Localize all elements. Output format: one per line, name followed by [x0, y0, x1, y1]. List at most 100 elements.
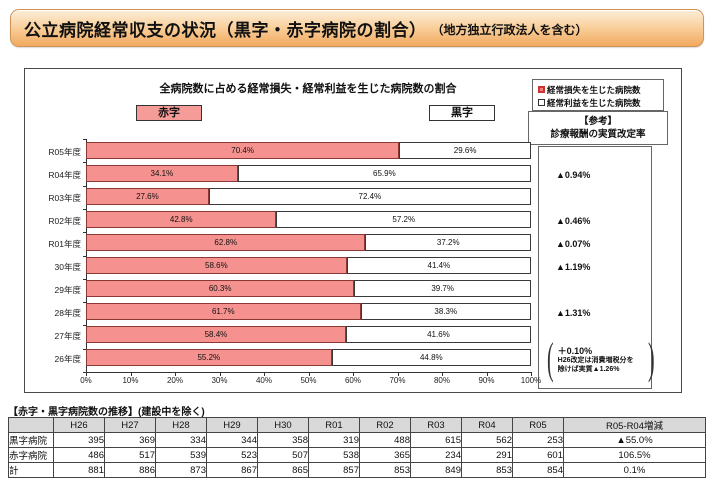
x-axis-tick [442, 372, 443, 376]
table-cell: 562 [461, 432, 513, 448]
y-axis-label: R02年度 [48, 216, 81, 226]
close-paren: ) [647, 334, 655, 383]
page-subtitle: （地方独立行政法人を含む） [431, 23, 588, 37]
bar-deficit-segment: 42.8% [86, 211, 277, 228]
x-axis-tick [308, 372, 310, 376]
y-axis-tick [83, 162, 86, 164]
y-axis-label: 30年度 [54, 262, 81, 272]
reference-note-text-2: 除けば実質▲1.26% [557, 365, 620, 373]
y-axis-label: 27年度 [54, 331, 81, 341]
table-cell: 854 [512, 462, 564, 478]
y-axis-tick [83, 255, 86, 257]
surplus-tag: 黒字 [429, 105, 495, 121]
table-cell-change: 0.1% [563, 462, 706, 478]
table-cell: 873 [155, 462, 207, 478]
bar-row: 58.4% 41.6% [86, 326, 531, 343]
table-cell: 395 [53, 432, 105, 448]
table-cell: 538 [308, 447, 360, 463]
table-column-header: H29 [206, 417, 258, 433]
y-axis-label: 28年度 [54, 308, 81, 318]
bar-surplus-segment: 38.3% [360, 303, 531, 320]
chart-legend: 経常損失を生じた病院数 経常利益を生じた病院数 [532, 79, 664, 111]
bar-row: 60.3% 39.7% [86, 280, 531, 297]
bar-row: 62.8% 37.2% [86, 234, 531, 251]
bar-surplus-segment: 37.2% [365, 234, 531, 251]
table-column-header: R02 [359, 417, 411, 433]
legend-label: 経常利益を生じた病院数 [547, 97, 641, 108]
table-cell: 849 [410, 462, 462, 478]
bar-deficit-segment: 62.8% [86, 234, 366, 251]
y-axis-tick [83, 139, 86, 140]
table-cell-change: ▲55.0% [563, 432, 706, 448]
bar-row: 61.7% 38.3% [86, 303, 531, 320]
x-axis-tick-label: 30% [211, 376, 228, 385]
table-cell: 319 [308, 432, 360, 448]
bar-deficit-segment: 58.6% [86, 257, 347, 274]
bar-surplus-segment: 44.8% [331, 349, 531, 366]
table-row: 計 881 886 873 867 865 857 853 849 853 854 0.1% [8, 462, 706, 478]
chart-title: 全病院数に占める経常損失・経常利益を生じた病院数の割合 [159, 83, 457, 95]
reference-value: ▲0.94% [556, 170, 591, 180]
table-column-header: R04 [461, 417, 513, 433]
bar-surplus-segment: 41.6% [345, 326, 531, 343]
y-axis-label: R05年度 [48, 147, 81, 157]
y-axis-tick [83, 278, 86, 280]
table-row: 黒字病院 395 369 334 344 358 319 488 615 562 253 ▲55.0% [8, 432, 706, 448]
x-axis-tick-label: 80% [433, 376, 450, 385]
table-cell: 507 [257, 447, 309, 463]
table-cell: 344 [206, 432, 258, 448]
x-axis-tick [486, 372, 488, 376]
bar-row: 42.8% 57.2% [86, 211, 531, 228]
table-cell: 365 [359, 447, 411, 463]
y-axis-label: 26年度 [54, 354, 81, 364]
reference-box: ( ＋0.10% H26改定は消費増税分を 除けば実質▲1.26% ) ▲0.9… [538, 146, 655, 389]
table-column-header: H28 [155, 417, 207, 433]
table-cell: 867 [206, 462, 258, 478]
y-axis-label: R03年度 [48, 193, 81, 203]
legend-item-surplus: 経常利益を生じた病院数 [538, 96, 663, 109]
chart-panel: 全病院数に占める経常損失・経常利益を生じた病院数の割合 赤字 黒字 経常損失を生… [24, 68, 682, 393]
surplus-swatch-icon [538, 99, 545, 106]
legend-item-deficit: 経常損失を生じた病院数 [538, 83, 663, 96]
bar-row: 27.6% 72.4% [86, 188, 531, 205]
x-axis-tick-label: 10% [122, 376, 139, 385]
x-axis-tick [264, 372, 265, 376]
table-cell-change: 106.5% [563, 447, 706, 463]
legend-label: 経常損失を生じた病院数 [547, 84, 641, 95]
y-axis-tick [83, 232, 86, 234]
table-cell: 523 [206, 447, 258, 463]
table-cell: 853 [461, 462, 513, 478]
table-header-row: H26 H27 H28 H29 H30 R01 R02 R03 R04 R05 R05-R04増減 [8, 417, 706, 433]
row-label: 赤字病院 [8, 447, 54, 463]
table-cell: 234 [410, 447, 462, 463]
y-axis-line [86, 139, 87, 372]
bar-surplus-segment: 39.7% [354, 280, 531, 297]
table-cell: 615 [410, 432, 462, 448]
table-row: 赤字病院 486 517 539 523 507 538 365 234 291 601 106.5% [8, 447, 706, 463]
reference-value: ▲0.46% [556, 216, 591, 226]
table-cell: 881 [53, 462, 105, 478]
x-axis-tick [175, 372, 176, 376]
reference-subheading: 診療報酬の実質改定率 [550, 129, 646, 140]
y-axis-tick [83, 348, 86, 350]
table-cell: 253 [512, 432, 564, 448]
deficit-swatch-icon [538, 86, 545, 93]
table-cell: 886 [104, 462, 156, 478]
y-axis-tick [83, 325, 86, 327]
x-axis-tick-label: 50% [300, 376, 317, 385]
bar-row: 55.2% 44.8% [86, 349, 531, 366]
table-column-header: R01 [308, 417, 360, 433]
table-cell: 291 [461, 447, 513, 463]
bar-row: 58.6% 41.4% [86, 257, 531, 274]
table-cell: 601 [512, 447, 564, 463]
bar-deficit-segment: 58.4% [86, 326, 346, 343]
table-cell: 369 [104, 432, 156, 448]
bar-deficit-segment: 70.4% [86, 142, 400, 159]
table-column-header: H30 [257, 417, 309, 433]
bar-surplus-segment: 29.6% [399, 142, 531, 159]
table-cell: 486 [53, 447, 105, 463]
deficit-tag: 赤字 [136, 105, 202, 121]
bar-surplus-segment: 72.4% [208, 188, 531, 205]
x-axis-tick-label: 0% [80, 376, 92, 385]
table-cell: 517 [104, 447, 156, 463]
